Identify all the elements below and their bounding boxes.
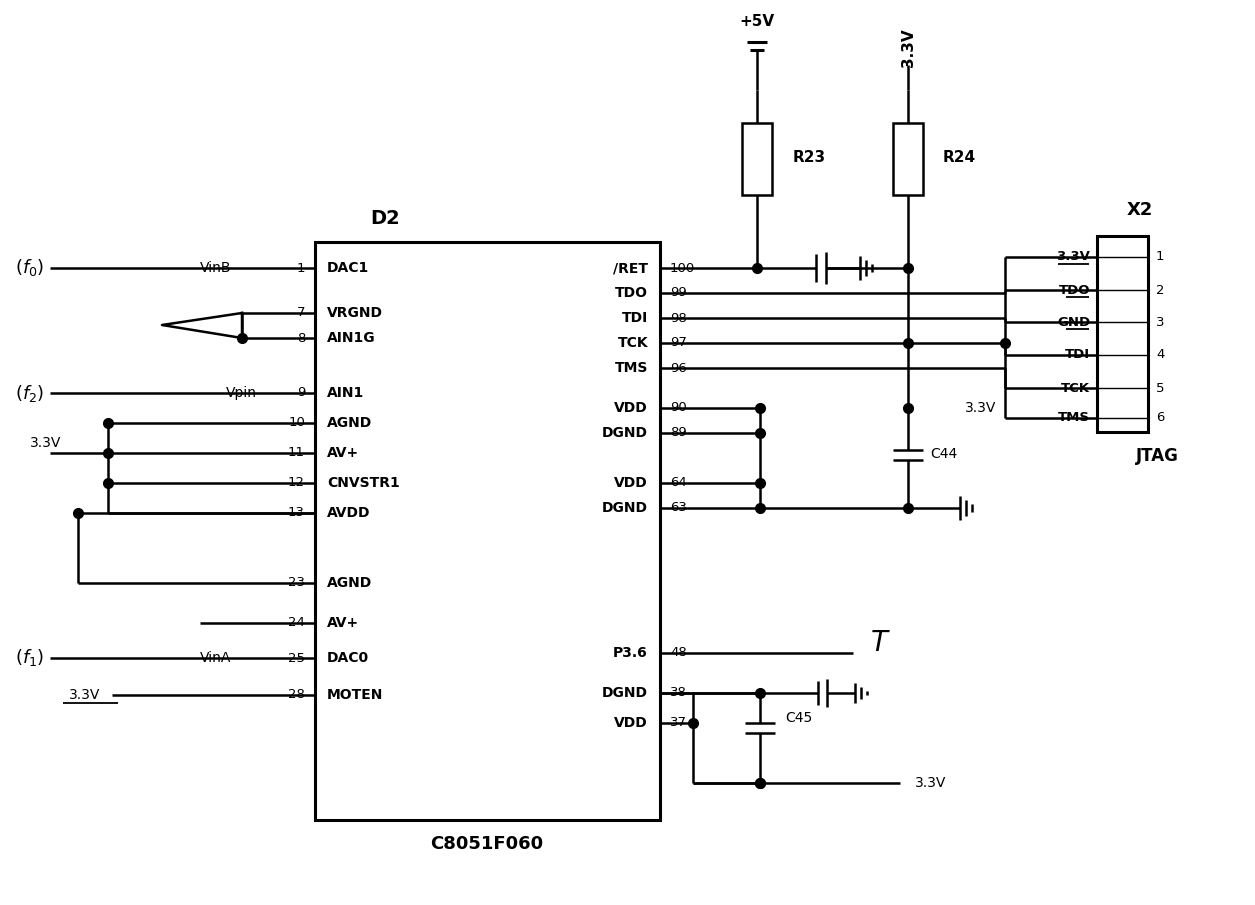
Text: 12: 12 [287, 477, 305, 490]
Text: 24: 24 [289, 616, 305, 630]
Text: AIN1: AIN1 [328, 386, 364, 400]
Text: 11: 11 [287, 446, 305, 460]
Text: TCK: TCK [1060, 382, 1091, 395]
Text: 90: 90 [670, 402, 686, 414]
Text: $\mathit{T}$: $\mathit{T}$ [870, 629, 890, 657]
Text: 3.3V: 3.3V [1057, 251, 1091, 263]
Bar [742, 123, 772, 195]
Text: AGND: AGND [328, 576, 373, 590]
Text: D2: D2 [370, 208, 400, 227]
Text: 6: 6 [1156, 412, 1165, 424]
Text: Vpin: Vpin [226, 386, 257, 400]
Polygon shape [162, 313, 242, 338]
Text: AVDD: AVDD [328, 506, 370, 520]
Text: 48: 48 [670, 646, 686, 660]
Text: 3: 3 [1156, 316, 1165, 329]
Text: VRGND: VRGND [328, 306, 383, 320]
Text: 13: 13 [287, 507, 305, 519]
Text: 3.3V: 3.3V [915, 776, 946, 790]
Text: AGND: AGND [328, 416, 373, 430]
Text: CNVSTR1: CNVSTR1 [328, 476, 400, 490]
Text: 9: 9 [296, 386, 305, 399]
Text: /RET: /RET [612, 261, 648, 275]
Text: VDD: VDD [614, 401, 648, 415]
Text: TDO: TDO [1058, 283, 1091, 297]
Text: 7: 7 [296, 307, 305, 319]
Text: 5: 5 [1156, 382, 1165, 395]
Bar [1097, 236, 1148, 432]
Text: P3.6: P3.6 [614, 646, 648, 660]
Text: DGND: DGND [602, 501, 648, 515]
Text: 4: 4 [1156, 348, 1165, 361]
Text: TCK: TCK [617, 336, 648, 350]
Text: GND: GND [1057, 316, 1091, 329]
Text: 3.3V: 3.3V [901, 29, 915, 67]
Text: 25: 25 [287, 652, 305, 664]
Text: DGND: DGND [602, 686, 648, 700]
Text: VinB: VinB [200, 261, 231, 275]
Text: 1: 1 [296, 262, 305, 274]
Text: DAC0: DAC0 [328, 651, 369, 665]
Text: C45: C45 [784, 711, 812, 725]
Text: 1: 1 [1156, 251, 1165, 263]
Text: 97: 97 [670, 337, 686, 349]
Text: MOTEN: MOTEN [328, 688, 383, 702]
Text: 3.3V: 3.3V [30, 436, 61, 450]
Text: +5V: +5V [739, 14, 774, 30]
Text: C8051F060: C8051F060 [430, 835, 543, 853]
Text: DAC1: DAC1 [328, 261, 369, 275]
Text: AV+: AV+ [328, 616, 359, 630]
Text: $(f_1)$: $(f_1)$ [15, 647, 44, 669]
Text: 8: 8 [296, 331, 305, 345]
Text: 89: 89 [670, 426, 686, 440]
Text: R23: R23 [793, 149, 826, 165]
Text: R24: R24 [943, 149, 976, 165]
Text: VDD: VDD [614, 476, 648, 490]
Text: TDO: TDO [615, 286, 648, 300]
Text: 10: 10 [289, 416, 305, 430]
Text: JTAG: JTAG [1136, 447, 1178, 465]
Text: 100: 100 [670, 262, 695, 274]
Text: 63: 63 [670, 501, 686, 515]
Text: TDI: TDI [621, 311, 648, 325]
Text: TMS: TMS [1058, 412, 1091, 424]
Text: $(f_2)$: $(f_2)$ [15, 383, 44, 404]
Text: 28: 28 [289, 689, 305, 701]
Text: 96: 96 [670, 361, 686, 375]
Text: 3.3V: 3.3V [69, 688, 100, 702]
Text: 23: 23 [287, 576, 305, 589]
Text: VDD: VDD [614, 716, 648, 730]
Text: X2: X2 [1127, 201, 1153, 219]
Text: 98: 98 [670, 311, 686, 325]
Text: 64: 64 [670, 477, 686, 490]
Text: DGND: DGND [602, 426, 648, 440]
Text: 99: 99 [670, 287, 686, 300]
Text: 3.3V: 3.3V [965, 401, 996, 415]
Text: 2: 2 [1156, 283, 1165, 297]
Bar [315, 242, 660, 820]
Text: AV+: AV+ [328, 446, 359, 460]
Text: TMS: TMS [615, 361, 648, 375]
Text: 37: 37 [670, 717, 686, 729]
Text: TDI: TDI [1065, 348, 1091, 361]
Text: C44: C44 [930, 447, 958, 461]
Bar [894, 123, 922, 195]
Text: AIN1G: AIN1G [328, 331, 375, 345]
Text: VinA: VinA [200, 651, 231, 665]
Text: $(f_0)$: $(f_0)$ [15, 258, 44, 279]
Text: 38: 38 [670, 687, 686, 700]
